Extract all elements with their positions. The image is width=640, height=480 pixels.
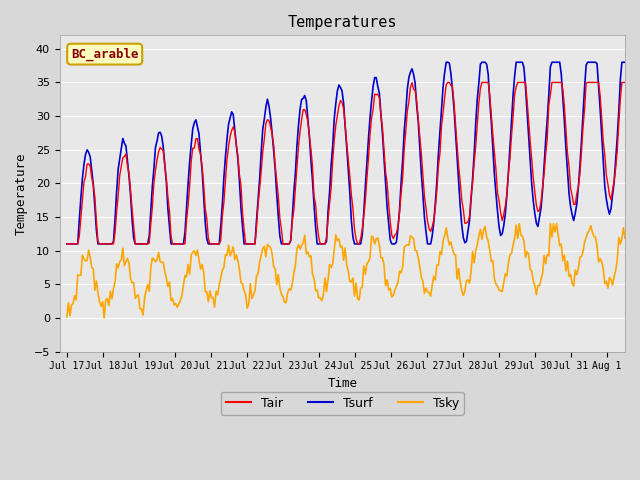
Tair [131, 241, 139, 247]
Y-axis label: Temperature: Temperature [15, 152, 28, 235]
Tsky [231, 257, 239, 263]
Line: Tair: Tair [67, 83, 625, 244]
Tsurf [257, 150, 265, 156]
Tair [63, 241, 70, 247]
Tair [307, 146, 315, 152]
Tair [248, 241, 256, 247]
Tair [257, 169, 265, 175]
Legend: Tair, Tsurf, Tsky: Tair, Tsurf, Tsky [221, 392, 464, 415]
Tsurf [591, 60, 599, 65]
Tair [229, 124, 237, 130]
Tsurf [63, 241, 70, 247]
Tsurf [442, 60, 450, 65]
Tsurf [307, 158, 315, 164]
Tsky [250, 292, 257, 298]
Tsky [63, 314, 70, 320]
X-axis label: Time: Time [327, 377, 357, 390]
Tsky [621, 235, 629, 241]
Tair [444, 80, 452, 85]
Line: Tsurf: Tsurf [67, 62, 625, 244]
Tsurf [621, 60, 629, 65]
Tsky [100, 315, 108, 321]
Line: Tsky: Tsky [67, 224, 625, 318]
Tsky [308, 272, 316, 277]
Tsky [593, 243, 601, 249]
Tsurf [248, 241, 256, 247]
Tsky [259, 246, 267, 252]
Text: BC_arable: BC_arable [71, 48, 138, 61]
Tsky [515, 221, 523, 227]
Tair [621, 80, 629, 85]
Tsurf [229, 111, 237, 117]
Tair [591, 80, 599, 85]
Tsurf [131, 241, 139, 247]
Tsky [133, 293, 141, 299]
Title: Temperatures: Temperatures [287, 15, 397, 30]
